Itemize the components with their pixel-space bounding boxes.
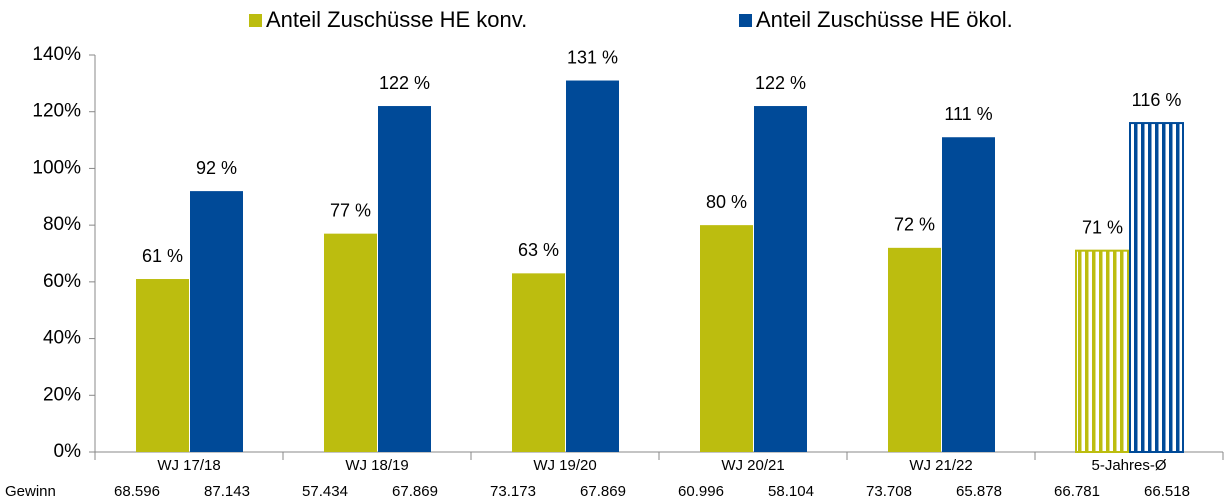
x-tick-label: WJ 21/22 [909,457,972,474]
data-label: 131 % [567,47,618,67]
gewinn-value: 66.781 [1054,483,1100,500]
legend-swatch [249,14,262,27]
data-label: 92 % [196,158,237,178]
bar [754,106,807,453]
bar [190,191,243,452]
bar [1075,249,1130,453]
legend-label: Anteil Zuschüsse HE ökol. [756,7,1013,32]
data-label: 71 % [1082,217,1123,237]
gewinn-value: 87.143 [204,483,250,500]
data-label: 122 % [755,73,806,93]
bar [888,247,941,452]
bar [1129,122,1184,454]
data-label: 111 % [944,104,992,124]
y-tick-label: 140% [32,44,81,65]
row-label: Gewinn [5,483,56,500]
x-tick-label: WJ 20/21 [721,457,784,474]
gewinn-value: 68.596 [114,483,160,500]
data-label: 122 % [379,73,430,93]
gewinn-value: 65.878 [956,483,1002,500]
bar [566,80,619,453]
y-tick-label: 80% [43,214,81,235]
legend-swatch [739,14,752,27]
y-tick-label: 40% [43,328,81,349]
y-tick-label: 60% [43,271,81,292]
gewinn-value: 58.104 [768,483,814,500]
x-tick-label: WJ 19/20 [533,457,596,474]
data-label: 77 % [330,200,371,220]
bar [512,273,565,452]
bar [378,106,431,453]
x-tick-label: 5-Jahres-Ø [1091,457,1166,474]
gewinn-value: 57.434 [302,483,348,500]
x-tick-label: WJ 18/19 [345,457,408,474]
y-tick-label: 20% [43,384,81,405]
bar [942,137,995,452]
data-label: 63 % [518,240,559,260]
data-label: 80 % [706,192,747,212]
gewinn-value: 73.708 [866,483,912,500]
bar [324,233,377,452]
x-tick-label: WJ 17/18 [157,457,220,474]
y-tick-label: 0% [54,441,82,462]
data-label: 61 % [142,246,183,266]
gewinn-value: 67.869 [580,483,626,500]
bar [700,225,753,452]
gewinn-value: 60.996 [678,483,724,500]
data-label: 72 % [894,215,935,235]
y-tick-label: 100% [32,157,81,178]
gewinn-value: 73.173 [490,483,536,500]
gewinn-value: 66.518 [1144,483,1190,500]
y-tick-label: 120% [32,101,81,122]
gewinn-value: 67.869 [392,483,438,500]
bar [136,279,189,452]
legend-label: Anteil Zuschüsse HE konv. [266,7,527,32]
data-label: 116 % [1132,90,1182,110]
